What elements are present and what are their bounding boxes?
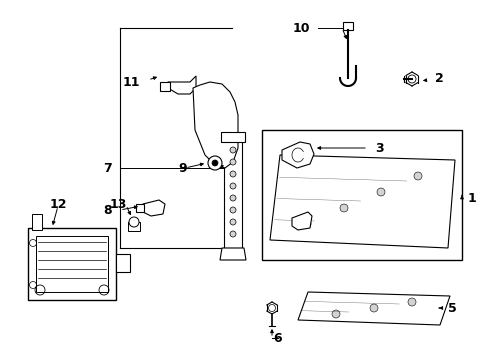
Circle shape bbox=[414, 172, 422, 180]
Polygon shape bbox=[193, 82, 238, 168]
Text: 4: 4 bbox=[310, 211, 319, 225]
Bar bbox=[221, 132, 245, 142]
Bar bbox=[343, 22, 353, 30]
Bar bbox=[128, 222, 140, 231]
Polygon shape bbox=[270, 155, 455, 248]
Text: 12: 12 bbox=[49, 198, 67, 211]
Circle shape bbox=[230, 231, 236, 237]
Circle shape bbox=[212, 160, 218, 166]
Text: 8: 8 bbox=[103, 203, 112, 216]
Text: 9: 9 bbox=[178, 162, 187, 175]
Bar bbox=[32, 214, 42, 230]
Circle shape bbox=[230, 147, 236, 153]
Text: 11: 11 bbox=[122, 76, 140, 89]
Text: 6: 6 bbox=[274, 332, 282, 345]
Circle shape bbox=[377, 188, 385, 196]
Bar bbox=[160, 82, 170, 91]
Bar bbox=[262, 130, 462, 260]
Circle shape bbox=[129, 217, 139, 227]
Polygon shape bbox=[292, 212, 312, 230]
Circle shape bbox=[303, 220, 311, 228]
Text: 10: 10 bbox=[293, 22, 310, 35]
Polygon shape bbox=[220, 248, 246, 260]
Polygon shape bbox=[143, 200, 165, 216]
Bar bbox=[36, 236, 108, 292]
Text: 2: 2 bbox=[435, 72, 444, 85]
Circle shape bbox=[230, 207, 236, 213]
Circle shape bbox=[340, 204, 348, 212]
Circle shape bbox=[230, 183, 236, 189]
Circle shape bbox=[230, 195, 236, 201]
Text: 5: 5 bbox=[448, 302, 457, 315]
Bar bbox=[28, 228, 116, 300]
Polygon shape bbox=[282, 142, 314, 168]
Bar bbox=[116, 254, 130, 272]
Circle shape bbox=[230, 219, 236, 225]
Circle shape bbox=[370, 304, 378, 312]
Polygon shape bbox=[168, 76, 196, 94]
Circle shape bbox=[230, 159, 236, 165]
Text: 7: 7 bbox=[103, 162, 112, 175]
Circle shape bbox=[408, 298, 416, 306]
Polygon shape bbox=[298, 292, 450, 325]
Bar bbox=[224, 140, 242, 248]
Text: 1: 1 bbox=[468, 192, 477, 204]
Text: 3: 3 bbox=[375, 141, 384, 154]
Circle shape bbox=[332, 310, 340, 318]
Circle shape bbox=[230, 171, 236, 177]
Bar bbox=[136, 204, 144, 212]
Text: 13: 13 bbox=[109, 198, 127, 211]
Circle shape bbox=[208, 156, 222, 170]
